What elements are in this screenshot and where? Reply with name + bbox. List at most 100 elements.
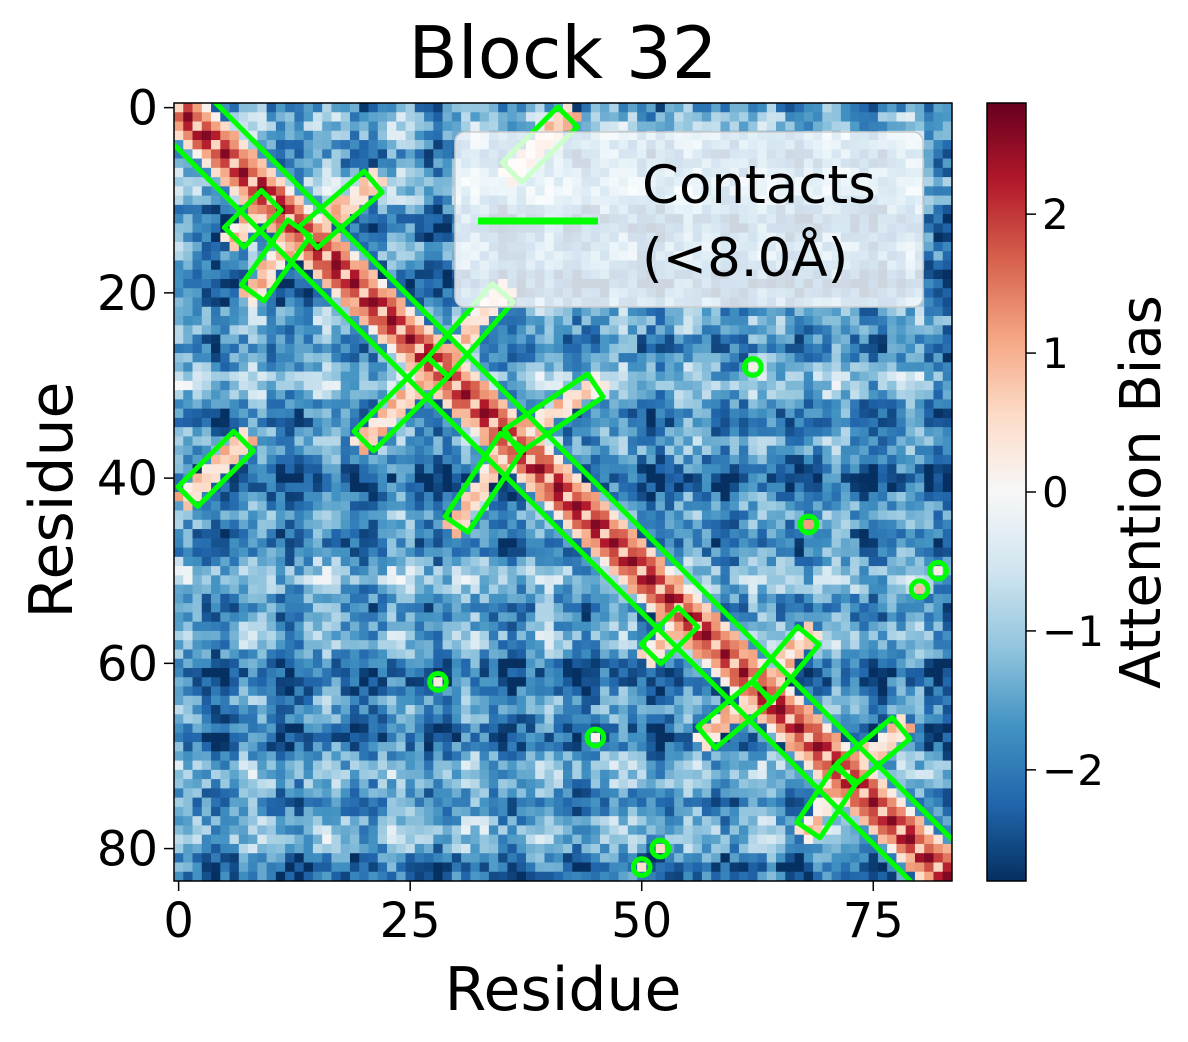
heatmap-cell xyxy=(201,269,212,280)
heatmap-cell xyxy=(692,121,703,132)
heatmap-cell xyxy=(192,380,203,391)
heatmap-cell xyxy=(174,529,184,539)
heatmap-cell xyxy=(201,473,212,484)
heatmap-cell xyxy=(896,529,907,539)
heatmap-cell xyxy=(674,492,684,502)
heatmap-cell xyxy=(461,603,471,613)
heatmap-cell xyxy=(850,501,860,511)
heatmap-cell xyxy=(303,566,314,576)
heatmap-cell xyxy=(442,195,453,206)
heatmap-cell xyxy=(729,510,740,521)
heatmap-cell xyxy=(312,603,323,613)
heatmap-cell xyxy=(877,529,888,539)
heatmap-cell xyxy=(183,204,193,215)
heatmap-cell xyxy=(312,436,323,447)
heatmap-cell xyxy=(368,362,379,372)
heatmap-cell xyxy=(572,640,582,650)
heatmap-cell xyxy=(331,436,342,447)
heatmap-cell xyxy=(201,390,212,400)
heatmap-cell xyxy=(813,612,823,623)
heatmap-cell xyxy=(349,593,360,604)
heatmap-cell xyxy=(266,353,277,363)
heatmap-cell xyxy=(544,556,555,567)
heatmap-cell xyxy=(896,575,907,585)
heatmap-cell xyxy=(220,297,230,308)
heatmap-cell xyxy=(488,593,499,604)
heatmap-cell xyxy=(683,510,694,521)
heatmap-cell xyxy=(442,408,453,419)
heatmap-cell xyxy=(433,649,443,660)
heatmap-cell xyxy=(683,306,694,317)
heatmap-cell xyxy=(414,223,425,234)
heatmap-cell xyxy=(646,566,656,576)
heatmap-cell xyxy=(322,556,332,567)
heatmap-cell xyxy=(405,316,416,326)
heatmap-cell xyxy=(942,121,953,132)
heatmap-cell xyxy=(229,640,240,650)
heatmap-cell xyxy=(192,454,203,465)
heatmap-cell xyxy=(312,334,323,345)
heatmap-cell xyxy=(294,501,305,511)
heatmap-cell xyxy=(201,510,212,521)
heatmap-cell xyxy=(433,232,443,243)
heatmap-cell xyxy=(664,519,675,530)
heatmap-cell xyxy=(211,334,221,345)
heatmap-cell xyxy=(461,584,471,595)
heatmap-cell xyxy=(563,501,573,511)
heatmap-cell xyxy=(201,399,212,409)
heatmap-cell xyxy=(359,325,369,335)
heatmap-cell xyxy=(609,316,619,326)
heatmap-cell xyxy=(442,482,453,493)
heatmap-cell xyxy=(637,325,647,335)
heatmap-cell xyxy=(266,538,277,548)
heatmap-cell xyxy=(488,612,499,623)
heatmap-cell xyxy=(914,408,925,419)
heatmap-cell xyxy=(618,492,629,502)
heatmap-cell xyxy=(914,464,925,474)
heatmap-cell xyxy=(859,482,869,493)
heatmap-cell xyxy=(183,343,193,354)
heatmap-cell xyxy=(692,464,703,474)
heatmap-cell xyxy=(424,186,434,196)
heatmap-cell xyxy=(655,103,666,113)
heatmap-cell xyxy=(748,621,758,632)
heatmap-cell xyxy=(405,584,416,595)
heatmap-cell xyxy=(914,584,925,595)
heatmap-cell xyxy=(905,399,916,409)
heatmap-cell xyxy=(581,575,592,585)
heatmap-cell xyxy=(479,621,490,632)
heatmap-cell xyxy=(840,556,851,567)
heatmap-cell xyxy=(331,130,342,141)
heatmap-cell xyxy=(359,510,369,521)
heatmap-cell xyxy=(803,112,814,122)
heatmap-cell xyxy=(433,436,443,447)
heatmap-cell xyxy=(275,334,286,345)
heatmap-cell xyxy=(905,103,916,113)
heatmap-cell xyxy=(349,575,360,585)
heatmap-cell xyxy=(461,612,471,623)
heatmap-cell xyxy=(924,232,934,243)
heatmap-cell xyxy=(377,593,388,604)
heatmap-cell xyxy=(637,121,647,132)
heatmap-cell xyxy=(331,529,342,539)
heatmap-cell xyxy=(433,325,443,335)
heatmap-cell xyxy=(720,306,731,317)
heatmap-cell xyxy=(859,492,869,502)
heatmap-cell xyxy=(924,223,934,234)
heatmap-cell xyxy=(266,454,277,465)
heatmap-cell xyxy=(859,362,869,372)
heatmap-cell xyxy=(776,390,786,400)
heatmap-cell xyxy=(877,519,888,530)
heatmap-cell xyxy=(387,538,397,548)
heatmap-cell xyxy=(285,380,295,391)
heatmap-cell xyxy=(766,575,777,585)
heatmap-cell xyxy=(942,399,953,409)
heatmap-cell xyxy=(646,343,656,354)
heatmap-cell xyxy=(525,112,536,122)
heatmap-cell xyxy=(312,408,323,419)
heatmap-cell xyxy=(785,334,795,345)
heatmap-cell xyxy=(349,436,360,447)
heatmap-cell xyxy=(933,278,944,289)
heatmap-cell xyxy=(627,408,638,419)
heatmap-cell xyxy=(859,575,869,585)
